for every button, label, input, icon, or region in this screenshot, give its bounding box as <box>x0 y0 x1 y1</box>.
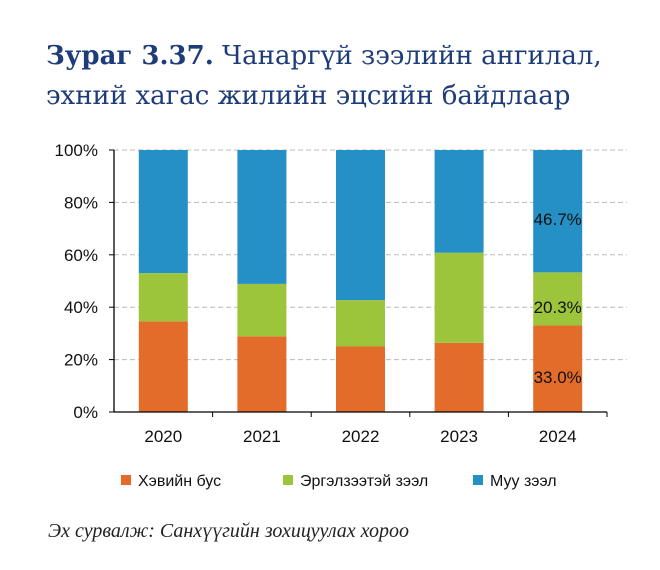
x-tick-label: 2022 <box>342 427 380 446</box>
x-tick-label: 2023 <box>440 427 478 446</box>
figure-title: Зураг 3.37. Чанаргүй зээлийн ангилал, эх… <box>46 36 646 116</box>
bar-2024-0 <box>533 325 583 412</box>
y-tick-label: 0% <box>73 403 98 422</box>
y-tick-label: 80% <box>64 193 98 212</box>
bar-2020-0 <box>138 321 188 412</box>
legend-swatch-2 <box>473 475 483 485</box>
y-tick-label: 20% <box>64 351 98 370</box>
bar-2023-1 <box>434 252 484 343</box>
y-tick-label: 40% <box>64 298 98 317</box>
legend-label-2: Муу зээл <box>490 473 557 490</box>
figure-title-text: Чанаргүй зээлийн ангилал, эхний хагас жи… <box>46 41 602 111</box>
data-label: 33.0% <box>534 368 582 387</box>
bar-2024-1 <box>533 272 583 326</box>
legend-swatch-0 <box>121 475 131 485</box>
bar-2022-1 <box>336 300 385 347</box>
legend-swatch-1 <box>283 475 293 485</box>
legend-label-0: Хэвийн бус <box>138 473 221 490</box>
y-tick-label: 100% <box>55 141 98 160</box>
data-label: 20.3% <box>534 298 582 317</box>
x-tick-label: 2024 <box>539 427 577 446</box>
bar-2021-2 <box>237 150 287 284</box>
bar-2021-1 <box>237 283 287 337</box>
x-tick-label: 2021 <box>243 427 281 446</box>
data-label: 46.7% <box>534 210 582 229</box>
bar-2024-2 <box>533 150 583 273</box>
bar-2022-0 <box>336 346 385 412</box>
bar-2023-2 <box>434 150 484 253</box>
source-note: Эх сурвалж: Санхүүгийн зохицуулах хороо <box>48 520 410 542</box>
figure-number: Зураг 3.37. <box>46 41 214 71</box>
bar-2020-2 <box>138 150 188 274</box>
legend-label-1: Эргэлзээтэй зээл <box>300 473 428 490</box>
bar-2022-2 <box>336 150 385 301</box>
bar-2020-1 <box>138 273 188 322</box>
bar-2023-0 <box>434 342 484 412</box>
y-tick-label: 60% <box>64 246 98 265</box>
x-tick-label: 2020 <box>144 427 182 446</box>
bar-2021-0 <box>237 336 287 412</box>
